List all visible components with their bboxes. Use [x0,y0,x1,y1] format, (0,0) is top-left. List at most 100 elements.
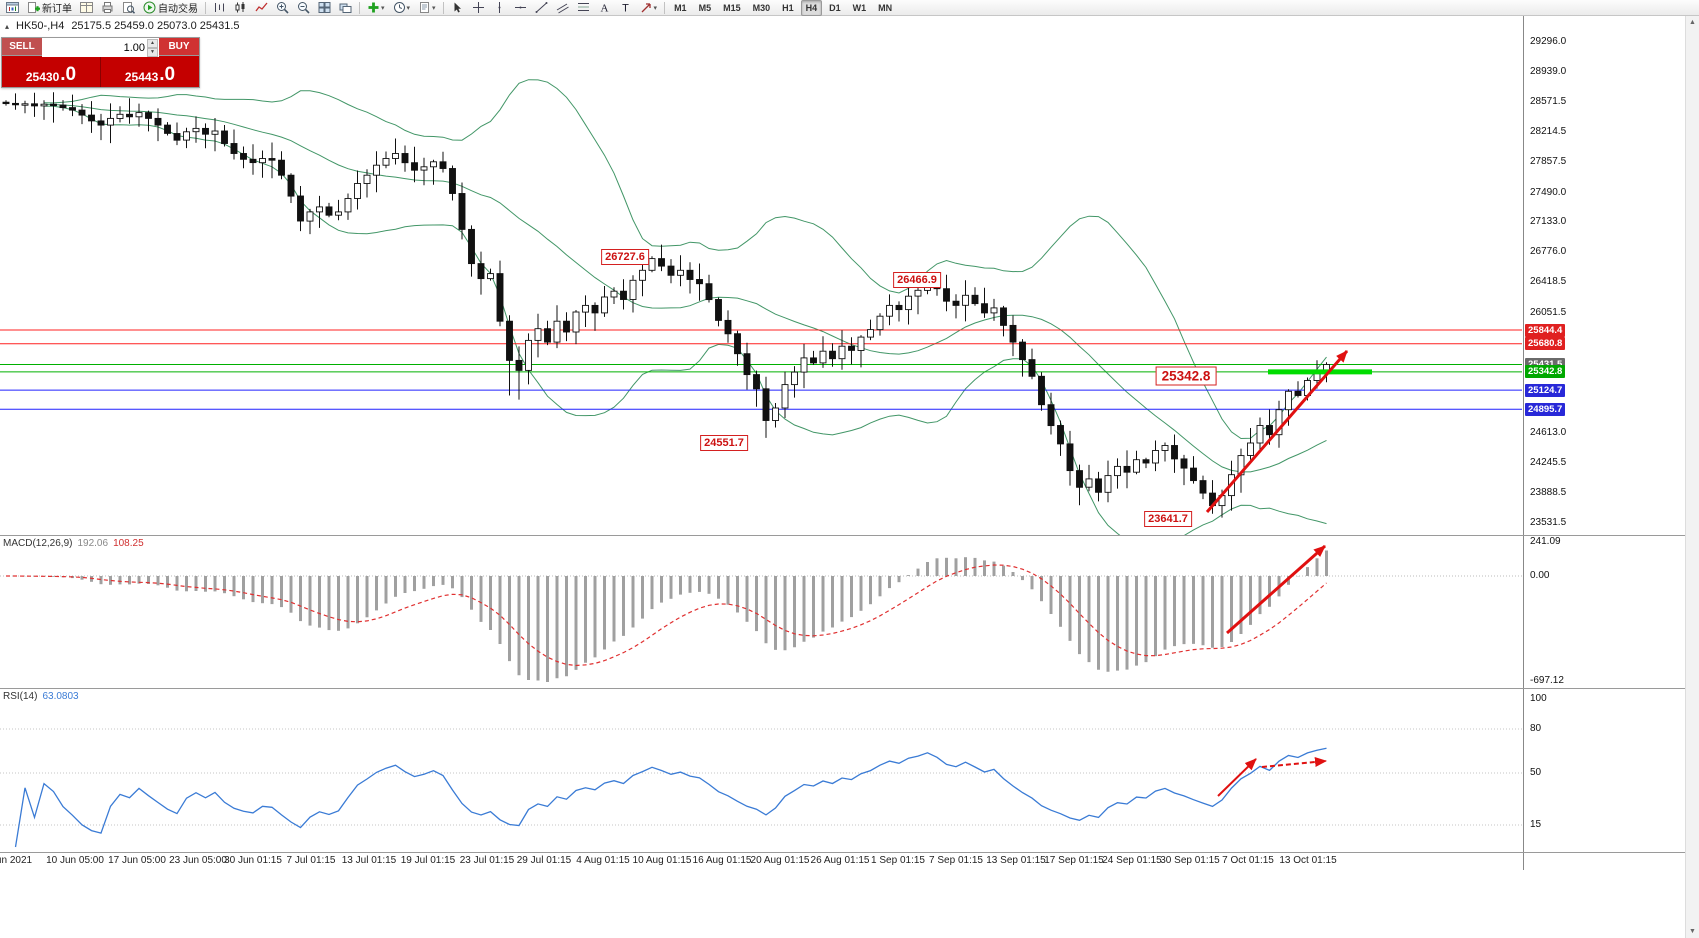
toolbar-cascade-windows-button[interactable] [336,0,355,16]
crosshair-icon [472,1,485,14]
toolbar-trendline-button[interactable] [532,0,551,16]
scroll-up-icon[interactable]: ▲ [1689,19,1696,26]
toolbar-zoom-in-button[interactable] [273,0,292,16]
buy-price-decimal: .0 [159,64,176,85]
toolbar-cursor-button[interactable] [448,0,467,16]
toolbar-line-chart-button[interactable] [252,0,271,16]
tf-w1-label: W1 [852,2,867,13]
price-tick: 26051.5 [1530,306,1567,318]
new-chart-icon [6,1,19,14]
symbol-title: HK50-,H4 [16,20,65,32]
time-label: 30 Jun 01:15 [224,855,282,866]
toolbar-tf-mn-button[interactable]: MN [873,0,897,16]
toolbar-vertical-line-button[interactable] [490,0,509,16]
time-label: 13 Jul 01:15 [341,855,397,866]
macd-axis-tick: 241.09 [1530,536,1561,547]
chart-marker-icon: ▴ [5,21,10,31]
time-label: 7 Sep 01:15 [929,855,983,866]
volume-up-icon[interactable]: ▲ [147,39,158,48]
buy-button[interactable]: BUY [159,38,199,55]
trendline-icon [535,1,548,14]
time-label: 24 Sep 01:15 [1102,855,1162,866]
toolbar-text-label-button[interactable]: T [616,0,635,16]
new-order-icon [27,1,40,14]
vertical-scrollbar[interactable]: ▲ ▼ [1685,16,1699,938]
candle-series [2,92,1330,518]
toolbar-zoom-out-button[interactable] [294,0,313,16]
candlestick-chart[interactable] [0,16,1522,535]
price-tick: 27133.0 [1530,216,1567,228]
volume-down-icon[interactable]: ▼ [147,48,158,57]
panel-separator[interactable] [0,535,1699,536]
cascade-windows-icon [339,1,352,14]
toolbar-autotrading-button[interactable]: 自动交易 [140,0,201,16]
rsi-line [14,747,1327,848]
toolbar-fibonacci-retracement-button[interactable] [574,0,593,16]
rsi-dashed-arrow[interactable] [1261,757,1327,768]
buy-price-button[interactable]: 25443.0 [100,56,199,87]
toolbar-text-button[interactable]: A [595,0,614,16]
time-label: 10 Jun 05:00 [46,855,104,866]
bar-chart-icon [213,1,226,14]
time-label: 26 Aug 01:15 [810,855,870,866]
toolbar-print-preview-button[interactable] [119,0,138,16]
sell-button[interactable]: SELL [2,38,42,55]
panel-separator[interactable] [0,688,1699,689]
zoom-in-icon [276,1,289,14]
toolbar-new-order-button[interactable]: 新订单 [24,0,75,16]
text-icon: A [598,1,611,15]
tf-h1-label: H1 [782,2,794,13]
horizontal-line-icon [514,1,527,14]
toolbar-separator [205,1,206,14]
price-tick: 29296.0 [1530,36,1567,47]
price-chart-panel[interactable]: 26727.6 26466.9 25342.8 24551.7 23641.7 ▴ HK… [0,16,1522,535]
toolbar-horizontal-line-button[interactable] [511,0,530,16]
autotrading-label: 自动交易 [158,4,198,15]
toolbar-print-button[interactable] [98,0,117,16]
bollinger-band-line [43,79,1327,440]
toolbar-market-watch-button[interactable] [77,0,96,16]
toolbar-separator [359,1,360,14]
tf-m1-label: M1 [674,2,687,13]
rsi-chart[interactable] [0,689,1522,852]
toolbar-candlestick-chart-button[interactable] [231,0,250,16]
toolbar-crosshair-button[interactable] [469,0,488,16]
rsi-trend-arrow[interactable] [1217,758,1257,797]
time-label: 1 Sep 01:15 [871,855,925,866]
toolbar-periods-button[interactable]: ▾ [390,0,414,16]
toolbar-indicators-button[interactable]: ▾ [364,0,388,16]
toolbar-tf-h4-button[interactable]: H4 [800,0,823,16]
print-preview-icon [122,1,135,14]
toolbar-equidistant-channel-button[interactable] [553,0,572,16]
bollinger-band-line [43,103,1327,473]
trend-arrow[interactable] [1205,350,1349,513]
toolbar-tile-windows-button[interactable] [315,0,334,16]
toolbar-tf-h1-button[interactable]: H1 [777,0,799,16]
rsi-panel[interactable]: RSI(14) 63.0803 [0,689,1522,852]
time-label: 30 Sep 01:15 [1160,855,1220,866]
toolbar-tf-m5-button[interactable]: M5 [694,0,717,16]
tf-h4-label: H4 [805,2,818,13]
toolbar-templates-button[interactable]: ▾ [415,0,439,16]
rsi-axis-tick: 50 [1530,767,1542,778]
toolbar-tf-m15-button[interactable]: M15 [718,0,746,16]
macd-trend-arrow[interactable] [1226,544,1326,635]
macd-panel[interactable]: MACD(12,26,9) 192.06 108.25 [0,536,1522,688]
toolbar-tf-w1-button[interactable]: W1 [848,0,872,16]
sell-price-main: 25430 [25,70,60,84]
toolbar-bar-chart-button[interactable] [210,0,229,16]
volume-input[interactable] [42,39,159,57]
sell-price-button[interactable]: 25430.0 [2,56,100,87]
macd-chart[interactable] [0,536,1522,688]
time-label: 23 Jul 01:15 [459,855,515,866]
macd-signal-value: 108.25 [113,538,144,549]
toolbar-new-chart-button[interactable] [3,0,22,16]
toolbar-tf-m30-button[interactable]: M30 [748,0,776,16]
toolbar-tf-m1-button[interactable]: M1 [669,0,692,16]
ohlc-values: 25175.5 25459.0 25073.0 25431.5 [71,20,240,32]
time-label: 29 Jul 01:15 [516,855,572,866]
toolbar-arrows-tool-button[interactable]: ▾ [637,0,661,16]
scroll-down-icon[interactable]: ▼ [1689,928,1696,935]
toolbar-tf-d1-button[interactable]: D1 [824,0,846,16]
